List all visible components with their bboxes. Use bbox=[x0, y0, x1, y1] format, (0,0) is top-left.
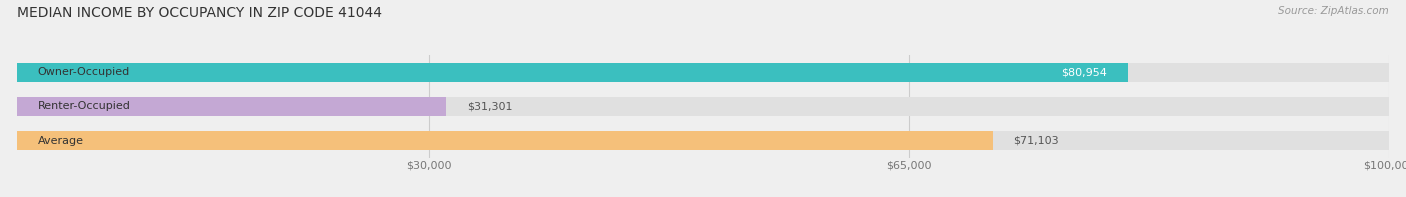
Text: Renter-Occupied: Renter-Occupied bbox=[38, 101, 131, 111]
Text: $71,103: $71,103 bbox=[1014, 136, 1059, 146]
Text: $31,301: $31,301 bbox=[467, 101, 512, 111]
Bar bbox=[17, 131, 1389, 150]
Text: MEDIAN INCOME BY OCCUPANCY IN ZIP CODE 41044: MEDIAN INCOME BY OCCUPANCY IN ZIP CODE 4… bbox=[17, 6, 382, 20]
Bar bbox=[17, 63, 1389, 82]
Text: Source: ZipAtlas.com: Source: ZipAtlas.com bbox=[1278, 6, 1389, 16]
Text: $80,954: $80,954 bbox=[1062, 67, 1107, 77]
Text: Average: Average bbox=[38, 136, 83, 146]
Text: Owner-Occupied: Owner-Occupied bbox=[38, 67, 129, 77]
Bar bbox=[17, 97, 446, 116]
Bar bbox=[17, 63, 1128, 82]
Bar bbox=[17, 97, 1389, 116]
Bar bbox=[17, 131, 993, 150]
